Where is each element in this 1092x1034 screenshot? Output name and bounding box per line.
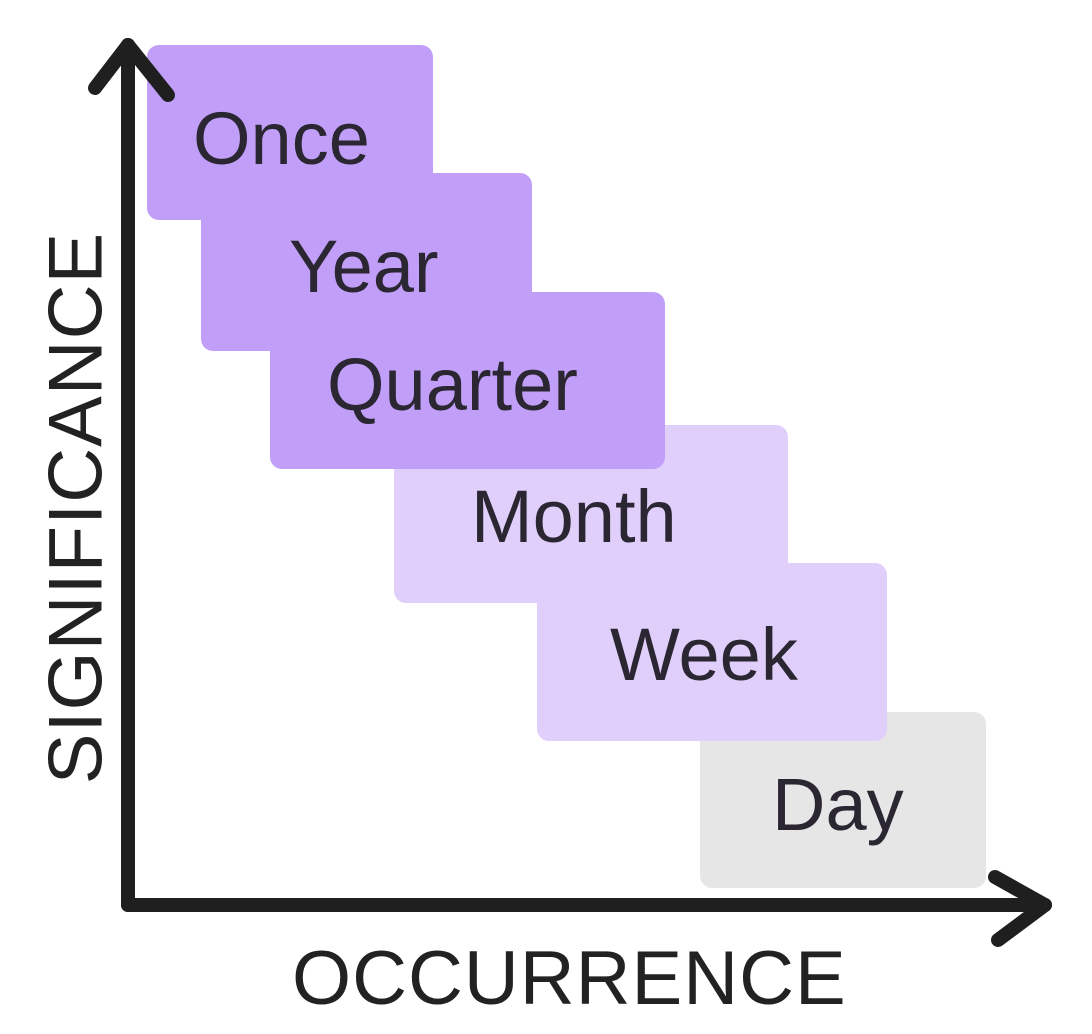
label-day: Day [772, 763, 904, 846]
label-week: Week [610, 613, 798, 696]
x-axis-arrowhead [988, 870, 1052, 947]
x-axis-label: OCCURRENCE [292, 936, 847, 1021]
y-axis-label-text: SIGNIFICANCE [33, 231, 118, 785]
label-year: Year [289, 225, 439, 308]
y-axis-arrowhead [88, 38, 175, 102]
block-once [147, 45, 433, 220]
y-axis-label: SIGNIFICANCE [26, 232, 126, 785]
label-month: Month [471, 475, 677, 558]
label-once: Once [193, 97, 370, 180]
block-day [700, 712, 986, 888]
label-quarter: Quarter [327, 343, 578, 426]
